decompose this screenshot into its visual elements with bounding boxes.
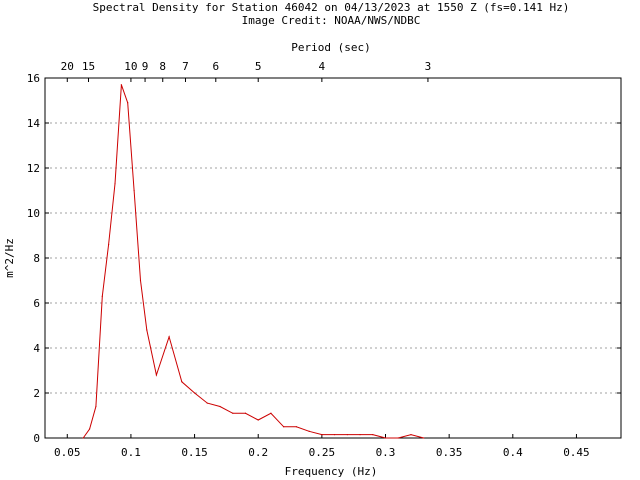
data-point <box>423 437 425 439</box>
y-tick-label: 16 <box>27 72 40 85</box>
x-tick-label: 0.3 <box>376 446 396 459</box>
y-axis-label: m^2/Hz <box>3 238 16 278</box>
data-point <box>101 295 103 297</box>
period-tick-label: 8 <box>159 60 166 73</box>
period-tick-label: 10 <box>124 60 137 73</box>
x-tick-label: 0.05 <box>54 446 81 459</box>
period-tick-label: 20 <box>61 60 74 73</box>
data-point <box>219 405 221 408</box>
period-tick-label: 6 <box>212 60 219 73</box>
data-point <box>146 329 148 331</box>
data-point <box>155 374 157 376</box>
data-point <box>384 437 387 439</box>
data-point <box>127 102 129 104</box>
data-point <box>193 392 196 394</box>
y-tick-label: 10 <box>27 207 40 220</box>
x-tick-label: 0.15 <box>181 446 208 459</box>
period-tick-label: 5 <box>255 60 262 73</box>
period-tick-label: 9 <box>142 60 149 73</box>
spectral-density-line <box>82 84 424 439</box>
data-point <box>88 428 91 430</box>
x-tick-label: 0.25 <box>309 446 336 459</box>
data-point <box>321 434 323 436</box>
data-point <box>95 405 97 408</box>
chart-title: Spectral Density for Station 46042 on 04… <box>93 1 570 14</box>
data-point <box>359 434 361 436</box>
x-tick-label: 0.1 <box>121 446 141 459</box>
data-point <box>108 243 110 246</box>
data-point <box>410 434 412 436</box>
data-point <box>308 430 310 432</box>
y-tick-label: 4 <box>33 342 40 355</box>
y-tick-label: 8 <box>33 252 40 265</box>
y-tick-label: 0 <box>33 432 40 445</box>
data-point <box>206 402 208 404</box>
data-point <box>257 419 259 421</box>
grid-lines <box>45 122 621 394</box>
period-tick-label: 4 <box>319 60 326 73</box>
axis-ticks: 0 2 4 6 8 10 12 14 16 0.05 0.1 0.15 0.2 0.25 0.3 0.35 0.… <box>27 60 621 459</box>
chart-subtitle: Image Credit: NOAA/NWS/NDBC <box>242 14 421 27</box>
data-point <box>114 183 116 185</box>
data-point <box>120 84 122 86</box>
x-tick-label: 0.45 <box>563 446 590 459</box>
data-point <box>397 437 399 439</box>
data-point <box>346 434 348 436</box>
x-tick-label: 0.2 <box>248 446 268 459</box>
data-point <box>244 412 247 414</box>
data-point <box>333 434 336 436</box>
data-point <box>283 426 285 428</box>
x-axis-label: Frequency (Hz) <box>285 465 378 478</box>
x-tick-label: 0.35 <box>436 446 463 459</box>
data-point <box>372 434 374 436</box>
period-tick-label: 3 <box>425 60 432 73</box>
data-series <box>82 84 425 439</box>
data-point <box>270 412 272 414</box>
data-point <box>133 189 135 192</box>
data-point <box>295 426 298 428</box>
y-tick-label: 12 <box>27 162 40 175</box>
data-point <box>181 381 183 383</box>
data-point <box>232 412 234 414</box>
period-tick-label: 7 <box>182 60 189 73</box>
y-tick-label: 14 <box>27 117 41 130</box>
period-tick-label: 15 <box>82 60 95 73</box>
data-point <box>82 437 84 439</box>
y-tick-label: 6 <box>33 297 40 310</box>
x-tick-label: 0.4 <box>503 446 523 459</box>
data-point <box>139 279 142 282</box>
top-axis-label: Period (sec) <box>291 41 370 54</box>
y-tick-label: 2 <box>33 387 40 400</box>
data-point <box>168 336 170 338</box>
